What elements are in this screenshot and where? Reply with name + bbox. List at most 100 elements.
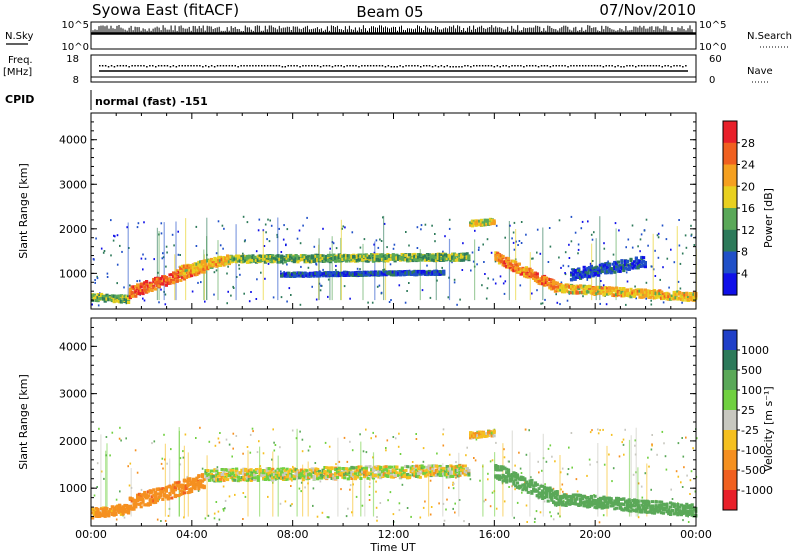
power-echo-cell bbox=[382, 216, 384, 219]
power-echo-cell bbox=[598, 288, 602, 292]
velocity-echo-cell bbox=[226, 474, 230, 478]
power-echo-cell bbox=[260, 255, 264, 259]
power-echo-cell bbox=[564, 251, 567, 254]
velocity-echo-cell bbox=[170, 496, 174, 500]
velocity-echo-cell bbox=[682, 455, 685, 458]
velocity-echo-cell bbox=[362, 450, 365, 453]
power-echo-cell bbox=[535, 275, 539, 279]
velocity-echo-cell bbox=[570, 432, 573, 434]
power-echo-cell bbox=[625, 263, 629, 267]
velocity-echo-cell bbox=[157, 488, 161, 492]
power-echo-cell bbox=[564, 272, 566, 274]
velocity-echo-cell bbox=[251, 473, 255, 477]
velocity-echo-cell bbox=[182, 456, 185, 459]
velocity-echo-cell bbox=[118, 510, 122, 514]
power-echo-cell bbox=[294, 259, 298, 263]
power-echo-cell bbox=[503, 260, 507, 264]
power-echo-cell bbox=[642, 263, 646, 267]
power-echo-cell bbox=[438, 270, 442, 273]
power-echo-cell bbox=[586, 271, 590, 275]
power-echo-cell bbox=[323, 259, 327, 263]
power-echo-cell bbox=[517, 269, 521, 273]
velocity-echo-cell bbox=[294, 472, 298, 476]
power-echo-cell bbox=[245, 257, 250, 261]
power-echo-cell bbox=[442, 269, 446, 273]
power-echo-cell bbox=[359, 246, 362, 249]
power-echo-cell bbox=[310, 258, 314, 262]
power-echo-cell bbox=[363, 238, 366, 241]
velocity-echo-cell bbox=[249, 433, 252, 436]
velocity-echo-cell bbox=[438, 502, 440, 505]
freq-dot bbox=[337, 65, 339, 67]
velocity-echo-cell bbox=[184, 479, 188, 483]
velocity-echo-cell bbox=[651, 434, 653, 436]
velocity-echo-cell bbox=[397, 445, 400, 448]
power-echo-cell bbox=[693, 244, 696, 246]
freq-dot bbox=[234, 65, 236, 67]
velocity-echo-cell bbox=[671, 498, 674, 500]
power-echo-cell bbox=[636, 289, 640, 293]
power-echo-cell bbox=[269, 219, 271, 222]
velocity-echo-cell bbox=[217, 437, 220, 440]
velocity-echo-cell bbox=[191, 477, 195, 481]
power-echo-cell bbox=[662, 301, 665, 304]
power-echo-cell bbox=[310, 256, 314, 260]
power-echo-cell bbox=[299, 255, 304, 259]
power-echo-cell bbox=[269, 258, 273, 262]
power-echo-cell bbox=[379, 272, 383, 276]
power-echo-cell bbox=[616, 264, 620, 268]
power-echo-cell bbox=[139, 289, 143, 292]
power-echo-cell bbox=[622, 287, 626, 290]
freq-dot bbox=[517, 65, 519, 67]
power-echo-cell bbox=[461, 258, 466, 262]
power-echo-cell bbox=[404, 253, 408, 257]
velocity-echo-cell bbox=[634, 444, 636, 447]
velocity-echo-cell bbox=[281, 467, 286, 471]
power-echo-cell bbox=[424, 254, 428, 258]
power-echo-cell bbox=[593, 273, 597, 277]
power-echo-cell bbox=[373, 270, 377, 274]
power-echo-cell bbox=[195, 273, 199, 276]
power-echo-cell bbox=[426, 264, 428, 267]
power-echo-cell bbox=[125, 299, 129, 303]
power-echo-cell bbox=[323, 255, 327, 259]
power-echo-cell bbox=[456, 303, 458, 306]
freq-dot bbox=[408, 65, 410, 67]
velocity-echo-cell bbox=[103, 514, 107, 518]
power-echo-cell bbox=[161, 280, 165, 284]
power-echo-cell bbox=[602, 291, 606, 294]
power-echo-cell bbox=[420, 258, 424, 262]
velocity-echo-cell bbox=[134, 499, 138, 503]
power-echo-cell bbox=[685, 298, 689, 302]
power-echo-cell bbox=[524, 267, 529, 271]
power-echo-cell bbox=[400, 255, 404, 259]
power-echo-cell bbox=[629, 259, 633, 262]
velocity-echo-cell bbox=[222, 476, 226, 480]
power-echo-cell bbox=[611, 262, 615, 266]
power-echo-cell bbox=[274, 257, 278, 261]
power-echo-cell bbox=[427, 271, 431, 275]
power-echo-cell bbox=[640, 233, 643, 236]
velocity-echo-cell bbox=[114, 505, 118, 509]
velocity-echo-cell bbox=[91, 507, 95, 511]
velocity-echo-cell bbox=[518, 451, 520, 454]
power-echo-cell bbox=[380, 291, 383, 294]
power-echo-cell bbox=[310, 259, 314, 263]
velocity-echo-cell bbox=[319, 480, 322, 483]
power-echo-cell bbox=[351, 231, 354, 234]
freq-dot bbox=[658, 65, 660, 67]
power-echo-cell bbox=[482, 243, 484, 246]
power-echo-cell bbox=[137, 222, 140, 225]
freq-dot bbox=[579, 65, 581, 67]
freq-dot bbox=[149, 65, 151, 67]
power-echo-cell bbox=[182, 268, 186, 272]
velocity-echo-cell bbox=[278, 473, 282, 477]
power-echo-cell bbox=[362, 255, 367, 259]
velocity-echo-cell bbox=[229, 472, 233, 476]
power-echo-cell bbox=[579, 271, 583, 274]
power-echo-cell bbox=[577, 273, 581, 276]
velocity-echo-cell bbox=[291, 429, 294, 432]
power-echo-cell bbox=[661, 224, 664, 227]
velocity-echo-cell bbox=[184, 485, 188, 488]
freq-dot bbox=[228, 65, 231, 67]
